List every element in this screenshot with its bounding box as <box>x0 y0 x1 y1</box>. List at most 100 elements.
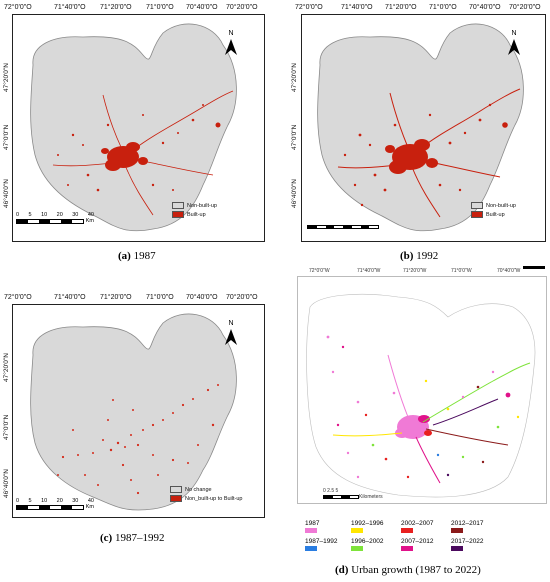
study-area-polygon <box>30 23 237 232</box>
lat-tick: 47°0'0"N <box>3 124 10 150</box>
lon-tick: 71°20'0"W <box>403 268 427 274</box>
growth-legend-swatch <box>401 546 413 551</box>
lon-tick: 72°0'0"W <box>309 268 330 274</box>
caption-text: 1987 <box>133 250 156 262</box>
growth-legend-swatch <box>351 528 363 533</box>
scale-unit: Km <box>85 218 94 224</box>
lat-tick: 46°40'0"N <box>291 179 298 208</box>
map-frame: N <box>12 304 265 518</box>
lon-tick: 70°20'0"O <box>226 4 258 11</box>
scale-bar <box>307 225 379 229</box>
growth-legend-item: 1987–1992 <box>305 538 338 551</box>
growth-legend-item: 2012–2017 <box>451 520 484 533</box>
scale-label: 10 <box>41 498 48 504</box>
lat-tick: 47°20'0"N <box>3 63 10 92</box>
legend-label: Non-built-up <box>187 202 217 209</box>
legend-label: Non_built-up to Built-up <box>185 495 243 502</box>
builtup-corridors <box>52 90 234 216</box>
caption-label: (b) <box>400 250 414 262</box>
scale-labels: 0 5 10 20 30 40 <box>16 498 94 504</box>
growth-corridors <box>332 354 531 484</box>
growth-legend-swatch <box>401 528 413 533</box>
growth-legend-item: 1987 <box>305 520 319 533</box>
scale-label: 30 <box>72 498 79 504</box>
lon-tick: 71°40'0"W <box>357 268 381 274</box>
north-label: N <box>228 30 233 37</box>
scale-unit: Km <box>85 504 94 510</box>
lon-tick: 71°40'0"O <box>54 4 86 11</box>
lon-tick: 71°0'0"O <box>146 294 174 301</box>
map-change-1987-1992: N <box>30 313 237 511</box>
lon-tick: 70°20'0"O <box>226 294 258 301</box>
study-area-polygon <box>317 23 524 232</box>
growth-legend-swatch <box>305 528 317 533</box>
growth-legend-label: 1992–1996 <box>351 520 384 527</box>
caption-label: (d) <box>335 564 349 576</box>
legend-swatch-change <box>170 495 182 502</box>
growth-legend-label: 1987–1992 <box>305 538 338 545</box>
caption-label: (a) <box>118 250 131 262</box>
north-label: N <box>228 320 233 327</box>
caption-b: (b) 1992 <box>400 250 438 262</box>
legend-label: Built-up <box>486 211 505 218</box>
caption-text: 1987–1992 <box>114 532 165 544</box>
north-arrow-icon <box>508 39 520 55</box>
map-1992: N <box>317 23 524 232</box>
legend: Non-built-up Built-up <box>172 202 217 220</box>
change-speckles <box>57 384 219 495</box>
caption-text: Urban growth (1987 to 2022) <box>351 564 481 576</box>
map-frame <box>297 276 547 504</box>
header-bar <box>523 266 545 269</box>
growth-legend-item: 2007–2012 <box>401 538 434 551</box>
scale-label: 10 <box>41 212 48 218</box>
growth-legend-swatch <box>451 528 463 533</box>
panel-a: 72°0'0"O 71°40'0"O 71°20'0"O 71°0'0"O 70… <box>0 0 275 270</box>
scale-label: 40 <box>87 212 94 218</box>
north-arrow-icon <box>225 329 237 345</box>
legend-swatch-built <box>471 211 483 218</box>
scale-bar <box>323 495 359 499</box>
scale-bar: 0 5 10 20 30 40 Km <box>16 498 94 510</box>
growth-legend-item: 1992–1996 <box>351 520 384 533</box>
caption-text: 1992 <box>416 250 439 262</box>
builtup-speckles <box>57 104 221 192</box>
scale-label: 5 <box>28 212 32 218</box>
caption-a: (a) 1987 <box>118 250 156 262</box>
lon-tick: 71°20'0"O <box>100 294 132 301</box>
caption-c: (c) 1987–1992 <box>100 532 164 544</box>
growth-legend-swatch <box>305 546 317 551</box>
scale-label: 40 <box>87 498 94 504</box>
legend-label: Non-built-up <box>486 202 516 209</box>
growth-legend-item: 1996–2002 <box>351 538 384 551</box>
scale-text: 0 2.5 5 <box>323 488 339 494</box>
lon-tick: 72°0'0"O <box>4 4 32 11</box>
growth-legend-swatch <box>451 546 463 551</box>
growth-legend-label: 2012–2017 <box>451 520 484 527</box>
builtup-corridors <box>337 88 521 218</box>
growth-legend-label: 1996–2002 <box>351 538 384 545</box>
growth-legend: 1987 1992–1996 2002–2007 2012–2017 1987–… <box>305 520 545 556</box>
lon-tick: 72°0'0"O <box>4 294 32 301</box>
lat-tick: 47°20'0"N <box>3 353 10 382</box>
legend-label: Built-up <box>187 211 206 218</box>
scale-label: 20 <box>56 498 63 504</box>
scale-label: 20 <box>56 212 63 218</box>
panel-d: 72°0'0"W 71°40'0"W 71°20'0"W 71°0'0"W 70… <box>275 262 550 582</box>
lon-tick: 70°40'0"O <box>186 4 218 11</box>
growth-legend-label: 2007–2012 <box>401 538 434 545</box>
legend-swatch-built <box>172 211 184 218</box>
legend-swatch-nochange <box>170 486 182 493</box>
study-area-polygon <box>30 313 237 511</box>
scale-label: 0 <box>16 212 20 218</box>
legend-swatch-nonbuilt <box>172 202 184 209</box>
lat-tick: 46°40'0"N <box>3 179 10 208</box>
legend-swatch-nonbuilt <box>471 202 483 209</box>
lon-tick: 71°20'0"O <box>385 4 417 11</box>
north-label: N <box>511 30 516 37</box>
panel-c: 72°0'0"O 71°40'0"O 71°20'0"O 71°0'0"O 70… <box>0 290 275 582</box>
scale-label: 0 <box>16 498 20 504</box>
caption-label: (c) <box>100 532 113 544</box>
legend: Non-built-up Built-up <box>471 202 516 220</box>
lon-tick: 71°20'0"O <box>100 4 132 11</box>
builtup-cluster <box>385 139 438 174</box>
